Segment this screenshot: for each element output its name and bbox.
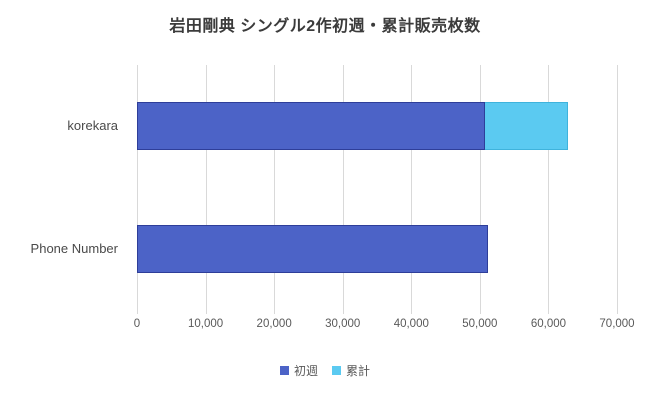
legend-label: 累計 xyxy=(346,364,371,378)
x-tick-label: 30,000 xyxy=(325,318,361,330)
bar-first-week[interactable] xyxy=(137,102,486,151)
axis-tick xyxy=(548,310,550,314)
legend-label: 初週 xyxy=(293,364,318,378)
bar-cumulative-extension[interactable] xyxy=(485,102,569,151)
gridline xyxy=(274,65,276,310)
x-tick-label: 60,000 xyxy=(530,318,567,330)
gridline xyxy=(479,65,481,310)
legend-swatch-icon xyxy=(279,366,289,375)
legend-item[interactable]: 初週 xyxy=(279,362,318,379)
axis-tick xyxy=(342,310,344,314)
axis-tick xyxy=(274,310,276,314)
axis-tick xyxy=(137,310,138,314)
gridline xyxy=(137,65,138,310)
chart-title: 岩田剛典 シングル2作初週・累計販売枚数 xyxy=(169,18,481,35)
category-label: korekara xyxy=(67,118,118,134)
gridline xyxy=(342,65,344,310)
legend-swatch-icon xyxy=(332,366,341,375)
gridline xyxy=(205,65,207,310)
x-tick-label: 50,000 xyxy=(462,318,498,330)
gridline xyxy=(548,65,550,310)
axis-tick xyxy=(617,310,618,314)
gridline xyxy=(617,65,618,310)
legend: 初週 累計 xyxy=(0,362,650,379)
legend-item[interactable]: 累計 xyxy=(332,362,370,379)
x-tick-label: 70,000 xyxy=(599,318,635,330)
category-label: Phone Number xyxy=(30,240,118,256)
axis-tick xyxy=(479,310,481,314)
axis-tick xyxy=(411,310,413,314)
gridline xyxy=(411,65,413,310)
x-tick-label: 0 xyxy=(133,318,141,330)
plot-area xyxy=(137,65,618,314)
bar-first-week[interactable] xyxy=(137,224,489,273)
axis-tick xyxy=(205,310,207,314)
x-tick-label: 10,000 xyxy=(187,318,224,330)
x-tick-label: 40,000 xyxy=(393,318,429,330)
x-tick-label: 20,000 xyxy=(256,318,292,330)
